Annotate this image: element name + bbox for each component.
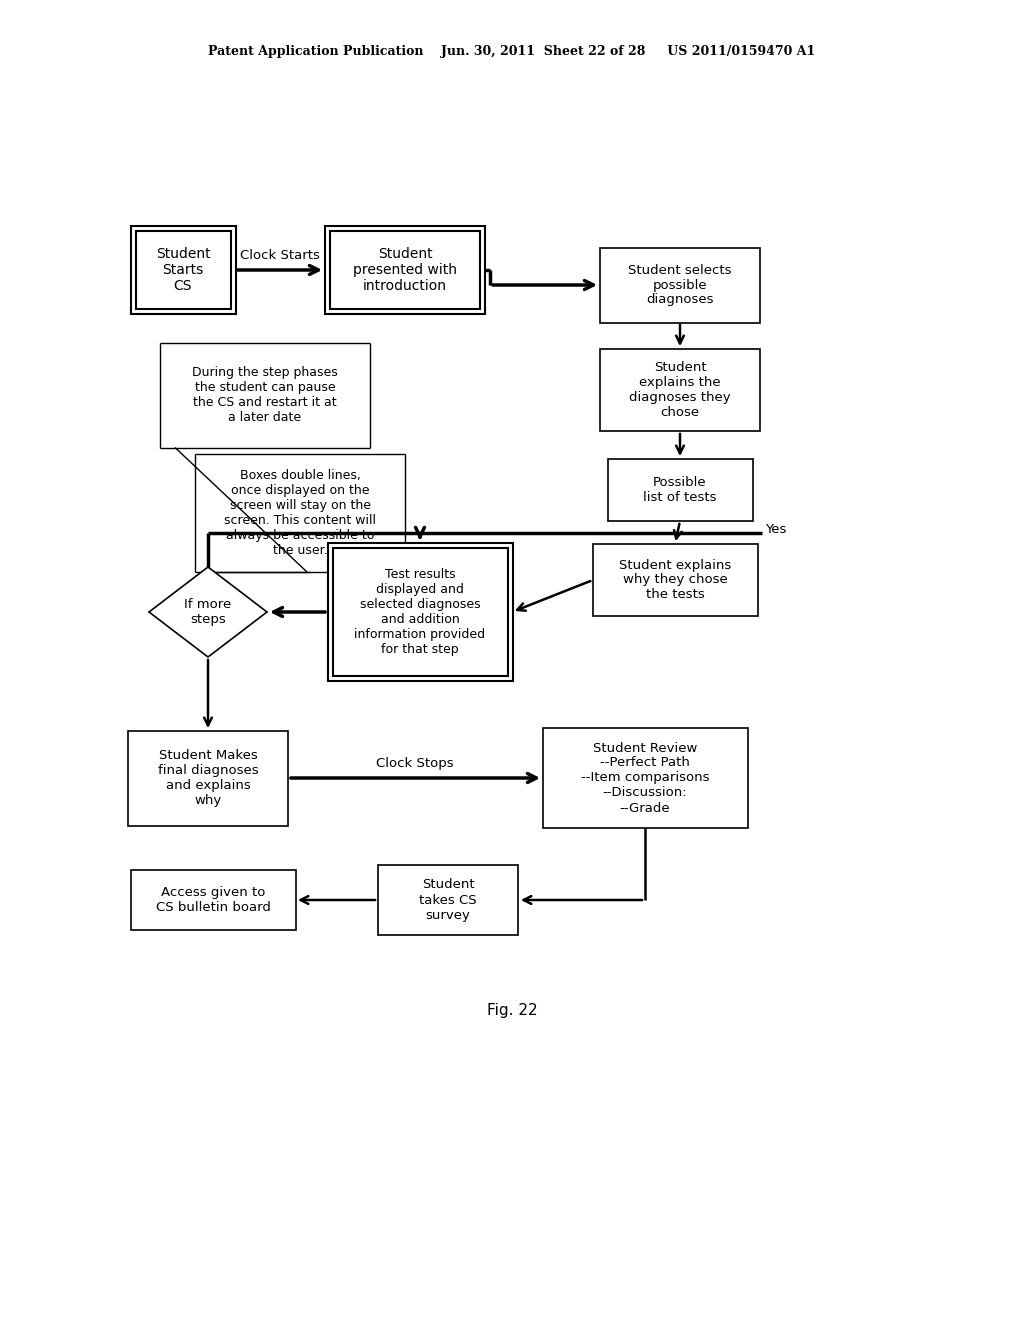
Text: Student
presented with
introduction: Student presented with introduction: [353, 247, 457, 293]
Polygon shape: [150, 568, 267, 657]
Text: If more
steps: If more steps: [184, 598, 231, 626]
Text: Boxes double lines,
once displayed on the
screen will stay on the
screen. This c: Boxes double lines, once displayed on th…: [224, 469, 376, 557]
Bar: [328, 543, 512, 681]
Text: Student explains
why they chose
the tests: Student explains why they chose the test…: [618, 558, 731, 602]
Bar: [607, 459, 753, 521]
Bar: [130, 226, 236, 314]
Bar: [600, 248, 760, 322]
Bar: [600, 348, 760, 432]
Bar: [593, 544, 758, 616]
Text: Clock Starts: Clock Starts: [240, 249, 319, 261]
Text: Student selects
possible
diagnoses: Student selects possible diagnoses: [629, 264, 732, 306]
Bar: [325, 226, 485, 314]
Text: Yes: Yes: [765, 523, 786, 536]
Bar: [135, 231, 230, 309]
Bar: [333, 548, 508, 676]
Bar: [543, 729, 748, 828]
Text: Student
Starts
CS: Student Starts CS: [156, 247, 210, 293]
Text: Student Review
--Perfect Path
--Item comparisons
--Discussion:
--Grade: Student Review --Perfect Path --Item com…: [581, 742, 710, 814]
Text: Patent Application Publication    Jun. 30, 2011  Sheet 22 of 28     US 2011/0159: Patent Application Publication Jun. 30, …: [208, 45, 816, 58]
Text: Student
explains the
diagnoses they
chose: Student explains the diagnoses they chos…: [629, 360, 731, 418]
Text: During the step phases
the student can pause
the CS and restart it at
a later da: During the step phases the student can p…: [193, 366, 338, 424]
Text: Test results
displayed and
selected diagnoses
and addition
information provided
: Test results displayed and selected diag…: [354, 568, 485, 656]
Bar: [378, 865, 518, 935]
Text: Possible
list of tests: Possible list of tests: [643, 477, 717, 504]
Text: Fig. 22: Fig. 22: [486, 1002, 538, 1018]
Text: Student
takes CS
survey: Student takes CS survey: [419, 879, 477, 921]
Text: Student Makes
final diagnoses
and explains
why: Student Makes final diagnoses and explai…: [158, 748, 258, 807]
Text: Clock Stops: Clock Stops: [376, 756, 454, 770]
Text: Access given to
CS bulletin board: Access given to CS bulletin board: [156, 886, 270, 913]
Bar: [330, 231, 480, 309]
Bar: [128, 730, 288, 825]
Bar: [130, 870, 296, 931]
